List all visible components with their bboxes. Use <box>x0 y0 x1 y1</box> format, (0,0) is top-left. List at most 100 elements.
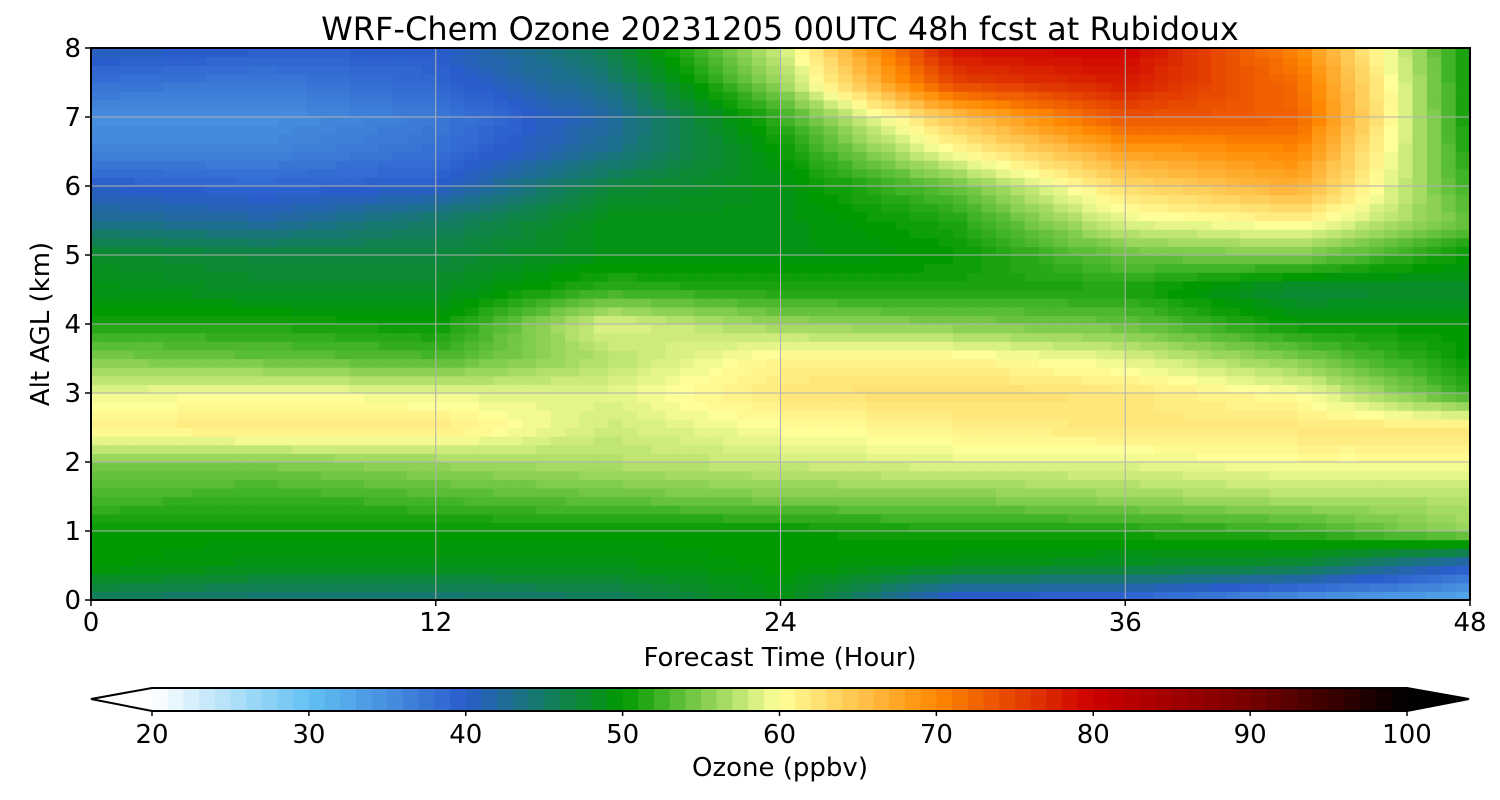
contour-cell <box>636 341 652 351</box>
contour-cell <box>895 194 911 204</box>
contour-cell <box>622 255 638 265</box>
contour-cell <box>220 211 236 222</box>
contour-cell <box>1139 272 1155 282</box>
contour-cell <box>593 384 609 394</box>
contour-cell <box>1197 574 1213 584</box>
contour-cell <box>234 401 250 411</box>
contour-cell <box>852 418 868 429</box>
contour-cell <box>306 522 322 532</box>
contour-cell <box>335 229 351 239</box>
contour-cell <box>1010 384 1026 394</box>
contour-cell <box>608 479 624 489</box>
contour-cell <box>1110 453 1126 463</box>
contour-cell <box>249 160 264 170</box>
contour-cell <box>1039 496 1055 506</box>
contour-cell <box>852 393 868 403</box>
contour-cell <box>909 375 925 385</box>
contour-cell <box>1125 203 1141 213</box>
contour-cell <box>349 358 365 368</box>
contour-cell <box>205 444 221 454</box>
contour-cell <box>1355 487 1371 498</box>
contour-cell <box>981 513 997 523</box>
contour-cell <box>981 367 997 377</box>
contour-cell <box>1182 470 1198 480</box>
contour-cell <box>1153 358 1169 368</box>
contour-cell <box>622 479 638 489</box>
contour-cell <box>1369 539 1385 549</box>
contour-cell <box>794 255 810 265</box>
contour-cell <box>622 349 638 360</box>
contour-cell <box>852 315 868 325</box>
contour-cell <box>205 306 221 316</box>
contour-cell <box>306 280 322 291</box>
contour-cell <box>1039 315 1055 325</box>
contour-cell <box>1455 358 1471 368</box>
contour-cell <box>852 479 868 489</box>
contour-cell <box>507 548 523 558</box>
contour-cell <box>1355 151 1371 161</box>
contour-cell <box>205 151 221 161</box>
contour-cell <box>1139 522 1155 532</box>
contour-cell <box>1010 220 1026 230</box>
contour-cell <box>177 393 193 403</box>
contour-cell <box>1039 375 1055 385</box>
contour-cell <box>823 427 839 437</box>
contour-cell <box>1412 298 1428 308</box>
contour-cell <box>608 272 624 282</box>
contour-cell <box>335 531 351 541</box>
contour-cell <box>708 177 724 187</box>
contour-cell <box>478 315 494 325</box>
contour-cell <box>91 168 106 178</box>
contour-cell <box>450 332 466 342</box>
contour-cell <box>306 444 322 454</box>
contour-cell <box>292 246 308 256</box>
contour-cell <box>378 556 394 567</box>
contour-cell <box>938 367 954 377</box>
contour-cell <box>435 246 451 256</box>
contour-cell <box>1268 160 1284 170</box>
contour-cell <box>392 505 408 515</box>
contour-cell <box>1082 401 1098 411</box>
contour-cell <box>981 289 997 299</box>
contour-cell <box>292 539 308 549</box>
contour-cell <box>478 168 494 178</box>
contour-cell <box>1197 479 1213 489</box>
contour-cell <box>1182 479 1198 489</box>
contour-cell <box>536 306 552 316</box>
contour-cell <box>478 565 494 575</box>
contour-cell <box>1211 367 1227 377</box>
contour-cell <box>392 289 408 299</box>
contour-cell <box>464 263 480 273</box>
contour-cell <box>320 539 336 549</box>
contour-cell <box>1082 246 1098 256</box>
contour-cell <box>694 470 710 480</box>
contour-cell <box>91 186 106 196</box>
contour-cell <box>1398 168 1414 178</box>
contour-cell <box>1010 168 1026 178</box>
contour-cell <box>148 410 164 420</box>
contour-cell <box>1268 246 1284 256</box>
contour-cell <box>751 479 767 489</box>
contour-cell <box>1326 522 1342 532</box>
contour-cell <box>234 367 250 377</box>
contour-cell <box>622 151 638 161</box>
contour-cell <box>938 246 954 256</box>
contour-cell <box>823 341 839 351</box>
contour-cell <box>162 384 178 394</box>
contour-cell <box>1340 160 1356 170</box>
contour-cell <box>881 203 897 213</box>
contour-cell <box>292 349 308 360</box>
contour-cell <box>464 444 480 454</box>
contour-cell <box>435 315 451 325</box>
contour-cell <box>866 263 882 273</box>
contour-cell <box>1125 393 1141 403</box>
contour-cell <box>220 565 236 575</box>
contour-cell <box>1297 462 1313 472</box>
contour-cell <box>1024 444 1040 454</box>
contour-cell <box>363 211 379 222</box>
contour-cell <box>91 367 106 377</box>
contour-cell <box>694 522 710 532</box>
contour-cell <box>1110 470 1126 480</box>
contour-cell <box>493 418 509 429</box>
contour-cell <box>866 255 882 265</box>
